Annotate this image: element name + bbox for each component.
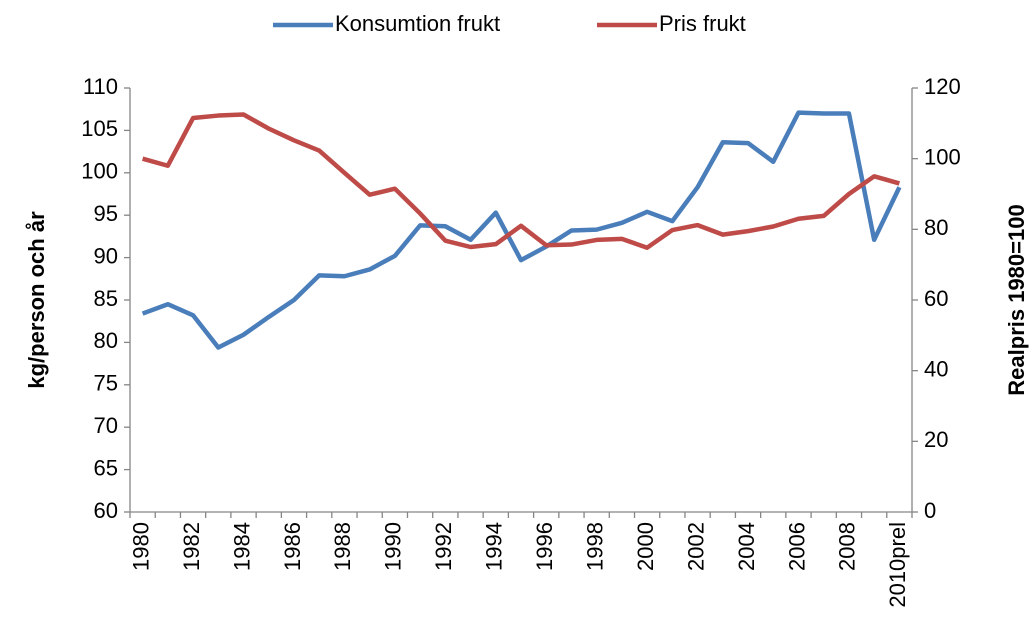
x-tick-label: 1990: [381, 522, 406, 571]
y2-tick-label: 80: [924, 215, 948, 240]
x-tick-label: 2006: [784, 522, 809, 571]
x-tick-label: 1984: [229, 522, 254, 571]
x-tick-label: 2008: [835, 522, 860, 571]
y2-tick-label: 0: [924, 498, 936, 523]
y-tick-label: 80: [94, 328, 118, 353]
y-tick-label: 70: [94, 413, 118, 438]
x-tick-label: 1982: [179, 522, 204, 571]
x-tick-label: 1994: [482, 522, 507, 571]
legend-label: Pris frukt: [659, 11, 746, 36]
x-tick-label: 1996: [532, 522, 557, 571]
y-tick-label: 105: [81, 116, 118, 141]
x-tick-label: 2002: [683, 522, 708, 571]
x-tick-label: 1988: [330, 522, 355, 571]
y-tick-label: 95: [94, 201, 118, 226]
x-tick-label: 2010prel: [885, 522, 910, 608]
y2-tick-label: 60: [924, 286, 948, 311]
y-tick-label: 85: [94, 286, 118, 311]
x-tick-label: 1980: [128, 522, 153, 571]
y-tick-label: 110: [83, 74, 118, 99]
legend-label: Konsumtion frukt: [335, 11, 500, 36]
y-tick-label: 65: [94, 455, 118, 480]
x-tick-label: 1992: [431, 522, 456, 571]
y-axis-title: kg/person och år: [24, 211, 49, 389]
y2-tick-label: 40: [924, 356, 948, 381]
y-tick-label: 90: [94, 243, 118, 268]
x-tick-label: 1998: [582, 522, 607, 571]
y2-tick-label: 100: [924, 144, 961, 169]
y-tick-label: 75: [94, 371, 118, 396]
y-tick-label: 100: [81, 159, 118, 184]
y2-tick-label: 120: [924, 74, 961, 99]
y2-axis-title: Realpris 1980=100: [1004, 204, 1029, 395]
series-line: [142, 112, 900, 250]
y2-tick-label: 20: [924, 427, 948, 452]
x-tick-label: 2000: [633, 522, 658, 571]
y-tick-label: 60: [94, 498, 118, 523]
x-tick-label: 1986: [280, 522, 305, 571]
x-tick-label: 2004: [734, 522, 759, 571]
series-line: [141, 110, 902, 350]
